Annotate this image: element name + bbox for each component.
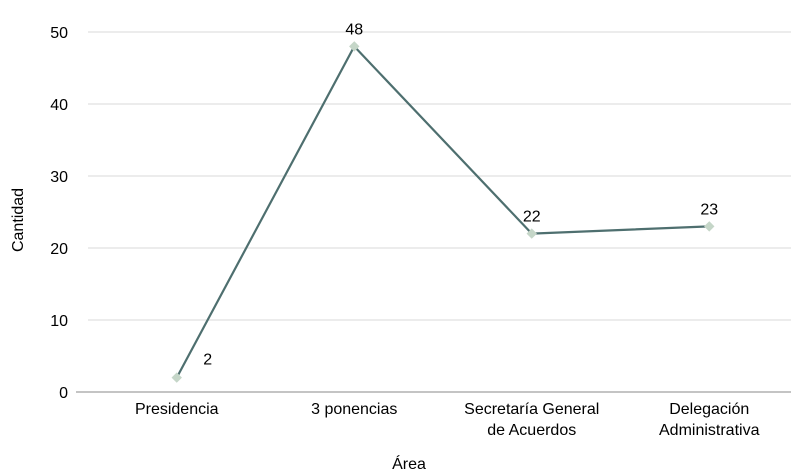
y-tick-label: 0 [59,385,68,402]
series-line [175,45,710,379]
data-point [171,372,182,383]
x-tick-label: Delegación Administrativa [659,401,760,439]
x-tick-label: 3 ponencias [311,401,397,418]
data-point [704,221,715,232]
gridlines [88,31,791,321]
data-point [349,41,360,52]
x-tick-label: Secretaría General de Acuerdos [464,401,599,439]
x-axis-ticks: Presidencia 3 ponencias Secretaría General… [135,401,760,439]
data-point [526,228,537,239]
data-label: 48 [345,21,363,38]
y-tick-label: 40 [50,97,68,114]
data-label: 2 [203,352,212,369]
data-label: 23 [700,201,718,218]
y-tick-label: 20 [50,241,68,258]
y-axis-ticks: 0 10 20 30 40 50 [50,25,68,402]
y-tick-label: 50 [50,25,68,42]
data-label: 22 [523,209,541,226]
data-labels: 2 48 22 23 [203,21,718,368]
x-tick-label: Presidencia [135,401,219,418]
y-tick-label: 10 [50,313,68,330]
y-tick-label: 30 [50,169,68,186]
series-group [171,41,715,383]
x-axis-title: Área [392,454,426,473]
y-axis-title: Cantidad [10,188,27,252]
